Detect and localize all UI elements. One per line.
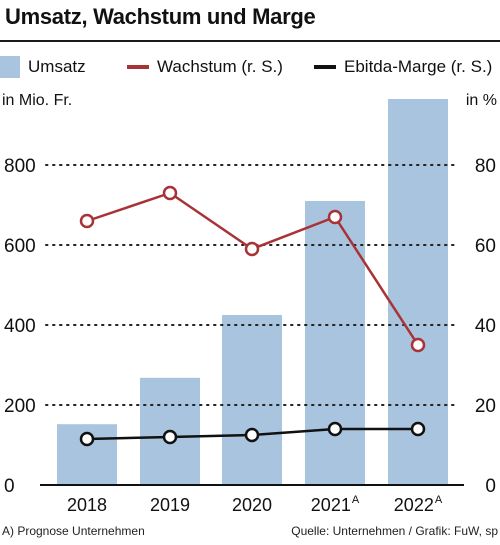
- legend-label-wachstum: Wachstum (r. S.): [157, 57, 283, 76]
- chart-title: Umsatz, Wachstum und Marge: [5, 4, 316, 29]
- left-tick-label-800: 800: [4, 156, 36, 177]
- legend: Umsatz Wachstum (r. S.) Ebitda-Marge (r.…: [0, 52, 500, 82]
- legend-item-umsatz: Umsatz: [0, 52, 86, 82]
- right-tick-label-40: 40: [475, 316, 496, 337]
- legend-swatch-wachstum: [127, 65, 149, 69]
- point-ebitda-marge-2022: [410, 421, 426, 437]
- legend-item-marge: Ebitda-Marge (r. S.): [314, 52, 492, 82]
- x-tick-label-2021: 2021A: [311, 494, 360, 515]
- footnote: A) Prognose Unternehmen: [2, 524, 145, 538]
- point-ebitda-marge-2020: [244, 427, 260, 443]
- point-wachstum-2021: [327, 209, 343, 225]
- right-tick-label-60: 60: [475, 236, 496, 257]
- point-ebitda-marge-2019: [162, 429, 178, 445]
- right-tick-label-0: 0: [485, 476, 496, 497]
- x-tick-label-2019: 2019: [150, 495, 190, 515]
- source-credit: Quelle: Unternehmen / Grafik: FuW, sp: [291, 524, 498, 538]
- title-rule: [0, 40, 500, 42]
- right-axis-unit: in %: [465, 92, 497, 109]
- point-wachstum-2020: [244, 241, 260, 257]
- left-tick-label-200: 200: [4, 396, 36, 417]
- right-tick-label-80: 80: [475, 156, 496, 177]
- x-tick-label-2020: 2020: [232, 495, 272, 515]
- point-wachstum-2018: [79, 213, 95, 229]
- point-ebitda-marge-2021: [327, 421, 343, 437]
- point-ebitda-marge-2018: [79, 431, 95, 447]
- x-tick-label-2018: 2018: [67, 495, 107, 515]
- legend-swatch-marge: [314, 65, 336, 69]
- bar-umsatz-2022: [388, 99, 448, 485]
- right-tick-label-20: 20: [475, 396, 496, 417]
- bar-umsatz-2021: [305, 201, 365, 485]
- legend-item-wachstum: Wachstum (r. S.): [127, 52, 283, 82]
- x-tick-superscript-2021: A: [352, 494, 360, 506]
- left-tick-label-600: 600: [4, 236, 36, 257]
- x-tick-label-2022: 2022A: [394, 494, 443, 515]
- legend-swatch-umsatz: [0, 56, 20, 78]
- point-wachstum-2019: [162, 185, 178, 201]
- left-tick-label-400: 400: [4, 316, 36, 337]
- x-tick-superscript-2022: A: [435, 494, 443, 506]
- legend-label-marge: Ebitda-Marge (r. S.): [344, 57, 493, 76]
- left-tick-label-0: 0: [4, 476, 15, 497]
- left-axis-unit: in Mio. Fr.: [2, 92, 73, 109]
- bar-umsatz-2020: [222, 315, 282, 485]
- legend-label-umsatz: Umsatz: [28, 57, 86, 76]
- point-wachstum-2022: [410, 337, 426, 353]
